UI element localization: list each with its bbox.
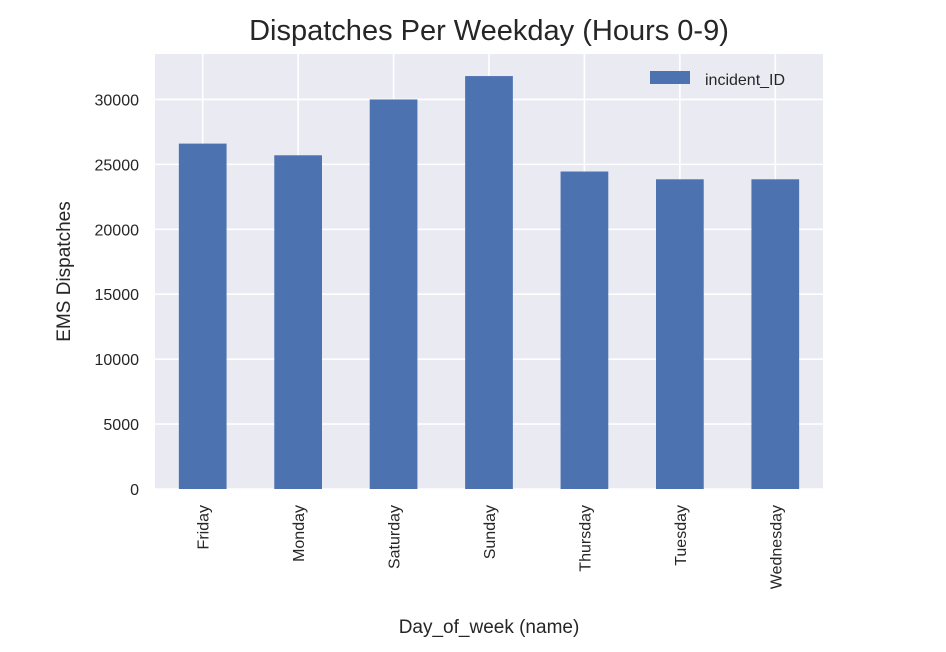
bar	[274, 155, 322, 490]
bar	[656, 179, 704, 489]
y-tick-labels: 0 5000 10000 15000 20000 25000 30000	[95, 92, 140, 499]
x-tick-label: Sunday	[482, 505, 499, 559]
chart-title: Dispatches Per Weekday (Hours 0-9)	[249, 15, 729, 47]
bar	[560, 171, 609, 489]
bar	[751, 179, 800, 489]
x-tick-label: Wednesday	[768, 505, 785, 589]
legend-swatch	[650, 71, 690, 84]
x-tick-label: Tuesday	[673, 505, 690, 566]
y-tick-label: 20000	[95, 222, 140, 239]
bar	[178, 143, 227, 489]
x-tick-label: Thursday	[577, 505, 594, 572]
x-tick-label: Saturday	[387, 505, 404, 569]
x-tick-label: Monday	[291, 505, 308, 562]
y-tick-label: 5000	[103, 417, 139, 434]
y-axis-label: EMS Dispatches	[54, 201, 75, 341]
x-tick-labels: Friday Monday Saturday Sunday Thursday Tuesda…	[196, 505, 786, 589]
bar	[369, 99, 418, 490]
bar	[465, 76, 513, 490]
bars	[178, 76, 800, 490]
y-tick-label: 30000	[95, 92, 140, 109]
legend-label: incident_ID	[705, 72, 785, 89]
y-tick-label: 0	[130, 482, 139, 499]
legend: incident_ID	[650, 71, 785, 89]
x-tick-label: Friday	[196, 505, 213, 549]
y-tick-label: 25000	[95, 157, 140, 174]
y-tick-label: 15000	[95, 287, 140, 304]
y-tick-label: 10000	[95, 352, 140, 369]
x-axis-label: Day_of_week (name)	[399, 617, 580, 638]
